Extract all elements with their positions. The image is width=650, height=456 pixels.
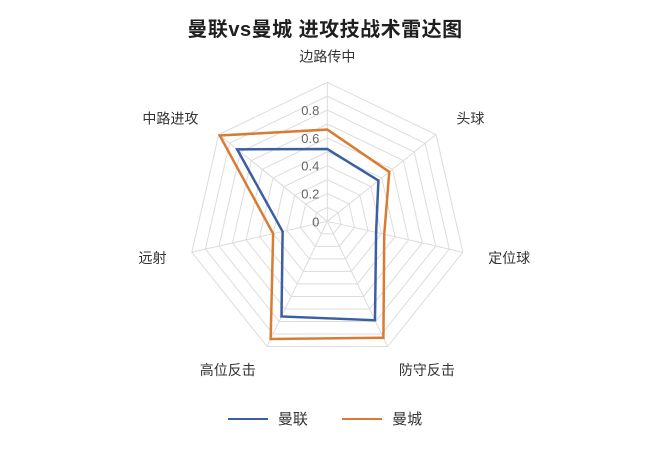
svg-text:0.4: 0.4 <box>301 159 319 174</box>
svg-text:高位反击: 高位反击 <box>200 362 256 378</box>
svg-text:0: 0 <box>312 214 319 229</box>
svg-text:远射: 远射 <box>138 250 166 266</box>
svg-text:防守反击: 防守反击 <box>399 362 455 378</box>
svg-text:中路进攻: 中路进攻 <box>142 110 198 126</box>
svg-text:0.8: 0.8 <box>301 103 319 118</box>
svg-text:0.2: 0.2 <box>301 187 319 202</box>
svg-text:定位球: 定位球 <box>488 250 530 266</box>
svg-text:0.6: 0.6 <box>301 131 319 146</box>
svg-text:边路传中: 边路传中 <box>299 48 355 64</box>
svg-text:头球: 头球 <box>456 110 484 126</box>
